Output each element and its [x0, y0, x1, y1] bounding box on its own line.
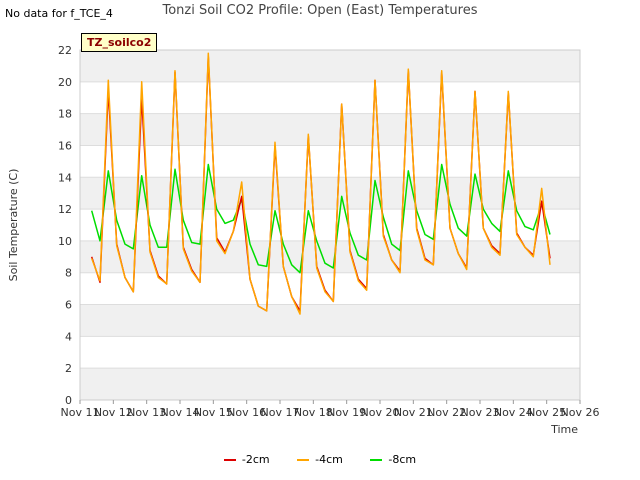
grid-band — [80, 368, 580, 400]
x-tick-label: Nov 25 — [527, 406, 566, 419]
legend-item-2cm: -2cm — [223, 453, 270, 466]
legend-label-4cm: -4cm — [315, 453, 343, 466]
x-tick-label: Nov 16 — [227, 406, 266, 419]
grid-band — [80, 240, 580, 273]
y-tick-label: 2 — [65, 362, 72, 375]
y-tick-label: 8 — [65, 267, 72, 280]
chart-title: Tonzi Soil CO2 Profile: Open (East) Temp… — [162, 3, 478, 18]
y-tick-label: 10 — [58, 235, 72, 248]
x-tick-label: Nov 14 — [161, 406, 200, 419]
legend-item-4cm: -4cm — [297, 453, 343, 466]
y-tick-label: 18 — [58, 108, 72, 121]
series-lines — [90, 52, 551, 315]
site-tag: TZ_soilco2 — [81, 33, 158, 52]
x-tick-label: Nov 22 — [427, 406, 466, 419]
series-line-minus-4cm — [90, 52, 551, 315]
y-tick-label: 20 — [58, 76, 72, 89]
grid-band — [80, 304, 580, 337]
grid-band — [80, 113, 580, 146]
x-tick-label: Nov 11 — [61, 406, 100, 419]
y-axis: 0 2 4 6 8 10 12 14 16 18 20 22 — [58, 44, 72, 407]
y-tick-label: 16 — [58, 139, 72, 152]
y-tick-label: 14 — [58, 171, 72, 184]
grid-band — [80, 177, 580, 210]
x-tick-label: Nov 26 — [561, 406, 600, 419]
legend-swatch-8cm — [370, 459, 383, 461]
x-tick-label: Nov 15 — [194, 406, 233, 419]
x-tick-label: Nov 17 — [261, 406, 300, 419]
legend: -2cm -4cm -8cm — [0, 453, 640, 466]
legend-swatch-2cm — [223, 459, 236, 461]
grid-band — [80, 50, 580, 82]
legend-label-2cm: -2cm — [241, 453, 270, 466]
x-axis-label: Time — [550, 423, 578, 436]
y-tick-label: 12 — [58, 203, 72, 216]
x-tick-label: Nov 19 — [327, 406, 366, 419]
x-tick-label: Nov 21 — [394, 406, 433, 419]
legend-label-8cm: -8cm — [388, 453, 417, 466]
y-axis-label: Soil Temperature (C) — [7, 169, 20, 282]
x-tick-label: Nov 18 — [294, 406, 333, 419]
y-tick-label: 6 — [65, 299, 72, 312]
x-tick-label: Nov 24 — [494, 406, 533, 419]
plot-frame — [79, 49, 581, 401]
legend-item-8cm: -8cm — [370, 453, 416, 466]
y-tick-label: 0 — [65, 394, 72, 407]
y-tick-label: 22 — [58, 44, 72, 57]
x-tick-label: Nov 23 — [461, 406, 500, 419]
no-data-note: No data for f_TCE_4 — [5, 7, 113, 20]
x-tick-label: Nov 12 — [94, 406, 133, 419]
legend-swatch-4cm — [297, 459, 310, 461]
x-tick-label: Nov 13 — [127, 406, 166, 419]
plot-area — [80, 50, 580, 400]
x-tick-label: Nov 20 — [361, 406, 400, 419]
y-tick-label: 4 — [65, 330, 72, 343]
grid-bands — [79, 49, 581, 401]
